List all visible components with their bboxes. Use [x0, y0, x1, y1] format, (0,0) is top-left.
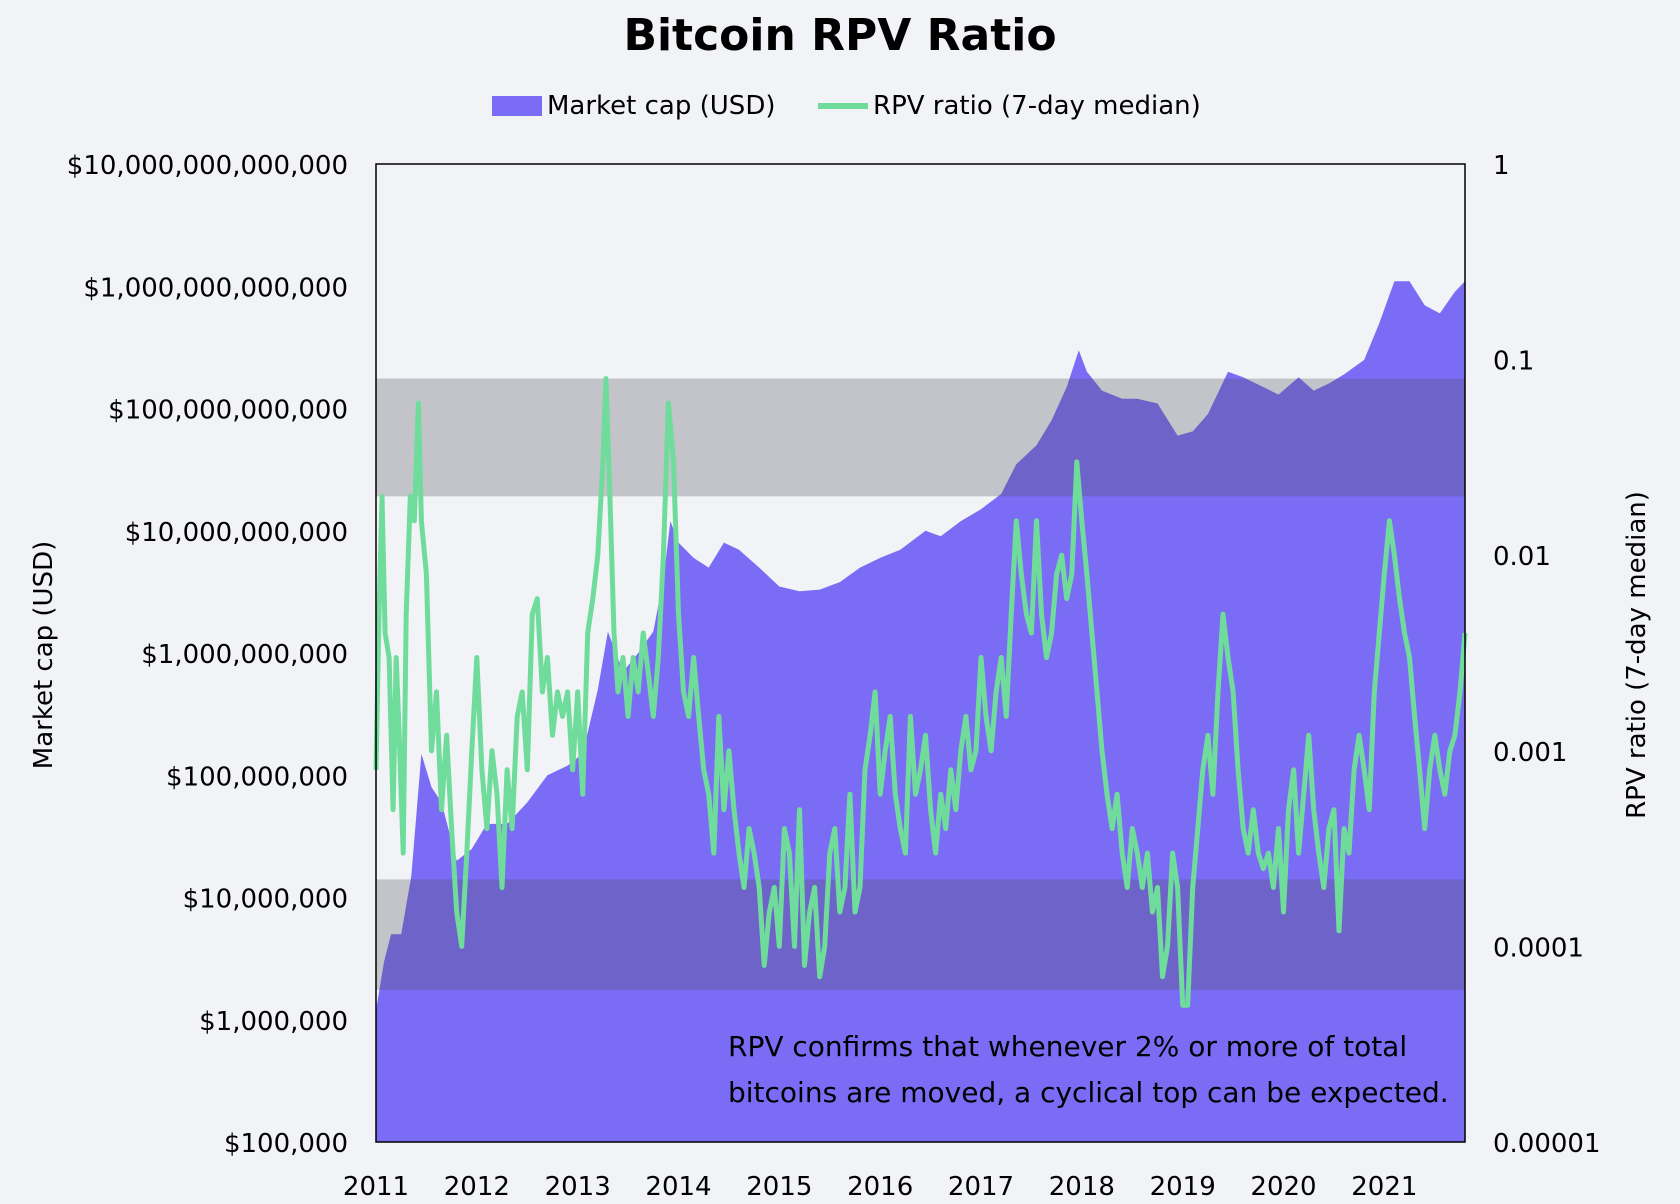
- threshold-band-2: [376, 879, 1465, 990]
- right-tick-label: 0.1: [1493, 347, 1534, 377]
- annotation-line-2: bitcoins are moved, a cyclical top can b…: [728, 1076, 1449, 1109]
- x-tick-label: 2021: [1351, 1172, 1417, 1202]
- plot-area: [373, 163, 1468, 1143]
- left-tick-label: $1,000,000,000: [141, 640, 348, 670]
- left-tick-label: $100,000: [224, 1129, 348, 1159]
- legend-label-rpv: RPV ratio (7-day median): [873, 91, 1201, 121]
- x-tick-label: 2015: [746, 1172, 812, 1202]
- legend-label-market-cap: Market cap (USD): [547, 91, 775, 121]
- threshold-band-1: [376, 378, 1465, 497]
- x-tick-label: 2016: [847, 1172, 913, 1202]
- x-tick-label: 2012: [444, 1172, 510, 1202]
- right-axis-label: RPV ratio (7-day median): [1622, 491, 1652, 819]
- x-tick-label: 2011: [343, 1172, 409, 1202]
- legend-swatch-market-cap: [492, 96, 542, 116]
- right-tick-label: 0.00001: [1493, 1129, 1601, 1159]
- x-tick-label: 2019: [1150, 1172, 1216, 1202]
- x-tick-label: 2013: [545, 1172, 611, 1202]
- annotation-line-1: RPV confirms that whenever 2% or more of…: [728, 1030, 1407, 1063]
- left-tick-label: $100,000,000: [166, 762, 348, 792]
- chart-title: Bitcoin RPV Ratio: [623, 10, 1056, 61]
- right-tick-label: 0.001: [1493, 738, 1567, 768]
- x-tick-label: 2014: [645, 1172, 711, 1202]
- left-tick-label: $10,000,000,000: [125, 518, 348, 548]
- x-tick-label: 2017: [948, 1172, 1014, 1202]
- right-tick-label: 0.01: [1493, 542, 1551, 572]
- left-tick-label: $10,000,000,000,000: [67, 151, 348, 181]
- left-tick-label: $10,000,000: [183, 885, 348, 915]
- left-tick-label: $1,000,000,000,000: [83, 273, 348, 303]
- right-axis-ticks: 1 0.1 0.01 0.001 0.0001 0.00001: [1493, 151, 1601, 1159]
- x-tick-label: 2018: [1049, 1172, 1115, 1202]
- rpv-ratio-line: [373, 376, 1468, 1008]
- left-axis-label: Market cap (USD): [29, 541, 59, 769]
- plot-frame: [375, 163, 1466, 1143]
- left-tick-label: $100,000,000,000: [108, 396, 348, 426]
- x-tick-label: 2020: [1250, 1172, 1316, 1202]
- left-axis-ticks: $10,000,000,000,000 $1,000,000,000,000 $10…: [67, 151, 348, 1159]
- right-tick-label: 1: [1493, 151, 1510, 181]
- right-tick-label: 0.0001: [1493, 933, 1584, 963]
- left-tick-label: $1,000,000: [199, 1007, 348, 1037]
- x-axis-ticks: 2011 2012 2013 2014 2015 2016 2017 2018 2019 2020…: [343, 1172, 1418, 1202]
